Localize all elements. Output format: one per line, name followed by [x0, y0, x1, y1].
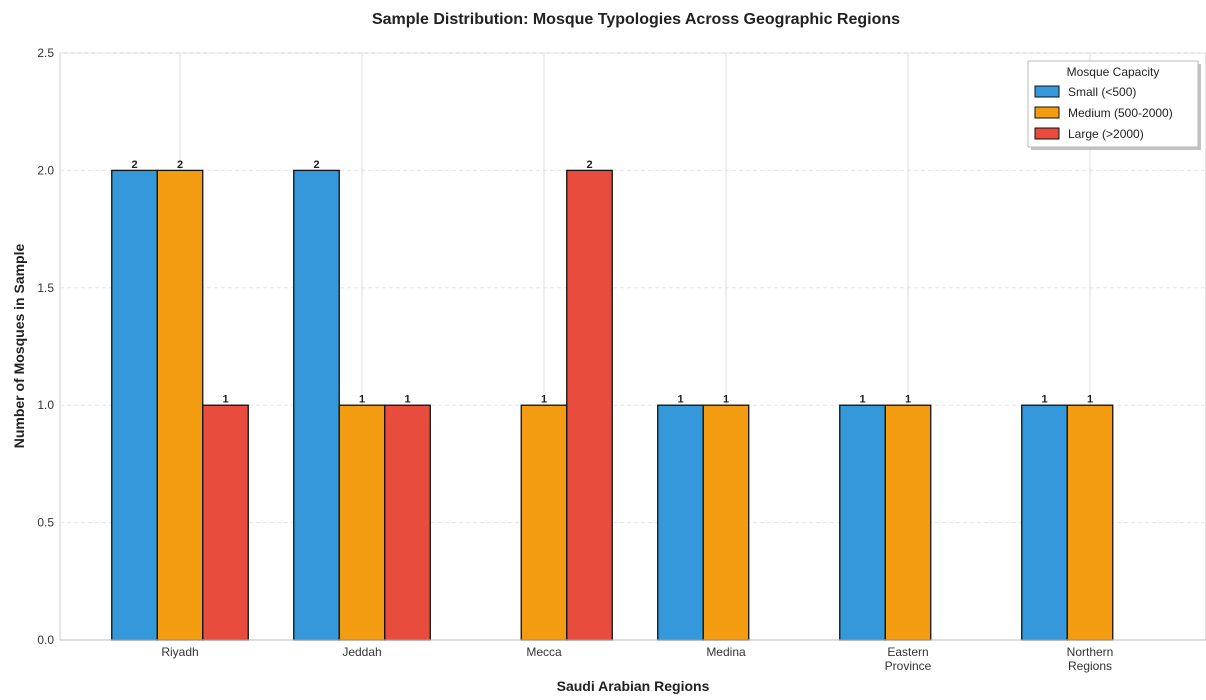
- bar-value-label: 2: [131, 159, 137, 171]
- legend-swatch: [1034, 127, 1060, 140]
- bar: [202, 404, 249, 641]
- x-tick-label: Mecca: [526, 645, 562, 659]
- x-tick-label: Regions: [1068, 659, 1112, 673]
- legend-title: Mosque Capacity: [1067, 65, 1160, 79]
- y-tick-label: 1.0: [37, 398, 54, 412]
- bar-value-label: 1: [1087, 394, 1093, 406]
- x-tick-label: Northern: [1067, 645, 1114, 659]
- y-tick-label: 2.5: [37, 46, 54, 60]
- bar: [156, 169, 204, 641]
- bar-value-label: 1: [859, 394, 865, 406]
- y-tick-label: 0.5: [37, 516, 54, 530]
- x-axis-title: Saudi Arabian Regions: [557, 678, 710, 694]
- legend: Mosque Capacity Small (<500) Medium (500-2…: [1027, 60, 1201, 150]
- bar-value-label: 1: [404, 394, 410, 406]
- y-tick-label: 1.5: [37, 281, 54, 295]
- bar: [702, 404, 750, 641]
- bar-value-label: 1: [905, 394, 911, 406]
- y-tick-label: 0.0: [37, 633, 54, 647]
- bar-value-label: 1: [677, 394, 683, 406]
- plot-area: 0.0 0.5 1.0 1.5 2.0 2.5 Riyadh Jeddah Mecca Medin…: [37, 46, 1206, 673]
- bar-value-label: 2: [177, 159, 183, 171]
- bar: [1066, 404, 1114, 641]
- y-axis-title: Number of Mosques in Sample: [11, 243, 27, 448]
- bar: [884, 404, 932, 641]
- bar-value-label: 1: [1041, 394, 1047, 406]
- x-tick-label: Eastern: [887, 645, 928, 659]
- bar: [338, 404, 386, 641]
- legend-swatch: [1034, 106, 1060, 119]
- bar: [839, 404, 886, 641]
- bar: [1021, 404, 1068, 641]
- bar-value-label: 1: [359, 394, 365, 406]
- bar: [384, 404, 431, 641]
- bar-value-label: 2: [586, 159, 592, 171]
- legend-swatch: [1034, 85, 1060, 98]
- chart-title: Sample Distribution: Mosque Typologies A…: [372, 11, 900, 28]
- x-tick-label: Province: [885, 659, 932, 673]
- legend-entry-label: Large (>2000): [1068, 127, 1144, 141]
- bar-value-label: 1: [222, 394, 228, 406]
- bar-value-label: 1: [541, 394, 547, 406]
- legend-entry-label: Small (<500): [1068, 85, 1136, 99]
- bar: [111, 169, 158, 641]
- plot-frame: [59, 52, 1206, 641]
- bar: [520, 404, 568, 641]
- x-tick-label: Riyadh: [161, 645, 198, 659]
- x-tick-label: Jeddah: [342, 645, 381, 659]
- x-tick-label: Medina: [706, 645, 746, 659]
- bar-value-label: 2: [313, 159, 319, 171]
- legend-entry-label: Medium (500-2000): [1068, 106, 1173, 120]
- bar-value-label: 1: [723, 394, 729, 406]
- bar: [657, 404, 704, 641]
- bar: [293, 169, 340, 641]
- bar: [566, 169, 613, 641]
- y-tick-label: 2.0: [37, 163, 54, 177]
